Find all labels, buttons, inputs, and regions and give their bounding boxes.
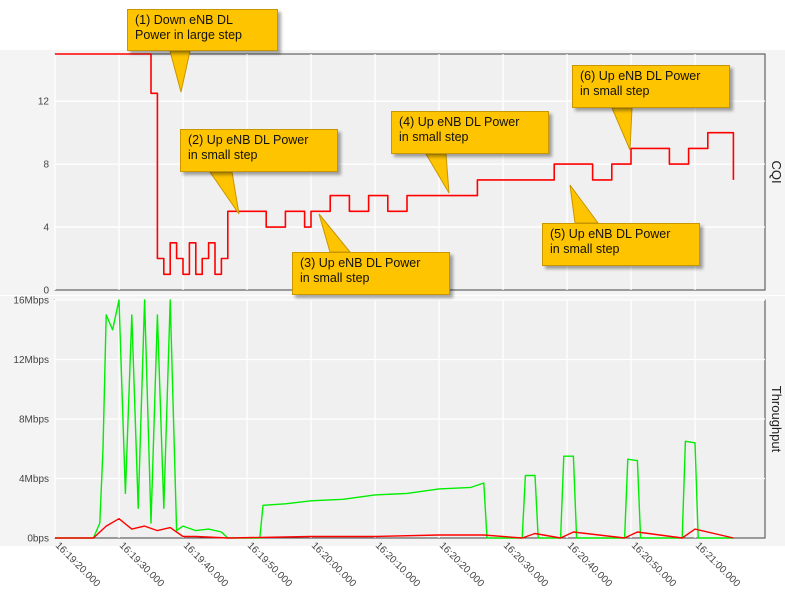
- x-tick-label: 16:20:50.000: [629, 540, 678, 589]
- annotation-callout-3: (3) Up eNB DL Power in small step: [292, 252, 450, 295]
- pointer-1: [169, 50, 191, 93]
- y-axis-title: Throughput: [769, 386, 784, 453]
- x-tick-label: 16:19:50.000: [245, 540, 294, 589]
- y-tick-label: 12Mbps: [13, 355, 49, 366]
- x-tick-label: 16:20:30.000: [501, 540, 550, 589]
- y-tick-label: 12: [38, 97, 50, 108]
- annotation-callout-1: (1) Down eNB DL Power in large step: [127, 9, 278, 51]
- annotation-callout-4: (4) Up eNB DL Power in small step: [391, 111, 549, 154]
- y-tick-label: 4Mbps: [19, 474, 49, 485]
- y-tick-label: 0bps: [27, 534, 49, 545]
- cqi-series-line: [55, 53, 735, 276]
- x-tick-label: 16:20:10.000: [373, 540, 422, 589]
- y-axis-title: CQI: [769, 160, 784, 183]
- annotation-callout-5: (5) Up eNB DL Power in small step: [542, 223, 700, 266]
- x-tick-label: 16:20:20.000: [437, 540, 486, 589]
- annotation-callout-6: (6) Up eNB DL Power in small step: [572, 65, 730, 108]
- annotation-callout-2: (2) Up eNB DL Power in small step: [180, 129, 338, 172]
- pointer-2: [209, 171, 240, 215]
- pointer-4: [425, 153, 450, 194]
- x-tick-label: 16:20:00.000: [309, 540, 358, 589]
- y-tick-label: 8: [43, 160, 49, 171]
- throughput-red-line: [55, 518, 734, 539]
- pointer-6: [611, 107, 633, 151]
- callout-pointers: [169, 50, 633, 253]
- y-tick-label: 4: [43, 223, 49, 234]
- x-tick-label: 16:19:30.000: [117, 540, 166, 589]
- x-tick-label: 16:19:40.000: [181, 540, 230, 589]
- y-tick-label: 16Mbps: [13, 296, 49, 307]
- x-tick-label: 16:19:20.000: [53, 540, 102, 589]
- y-tick-label: 0: [43, 286, 49, 297]
- throughput-plot: 0bps 4Mbps 8Mbps 12Mbps 16Mbps Throughput: [13, 296, 784, 545]
- x-tick-label: 16:21:00.000: [693, 540, 742, 589]
- y-tick-label: 8Mbps: [19, 415, 49, 426]
- x-tick-label: 16:20:40.000: [565, 540, 614, 589]
